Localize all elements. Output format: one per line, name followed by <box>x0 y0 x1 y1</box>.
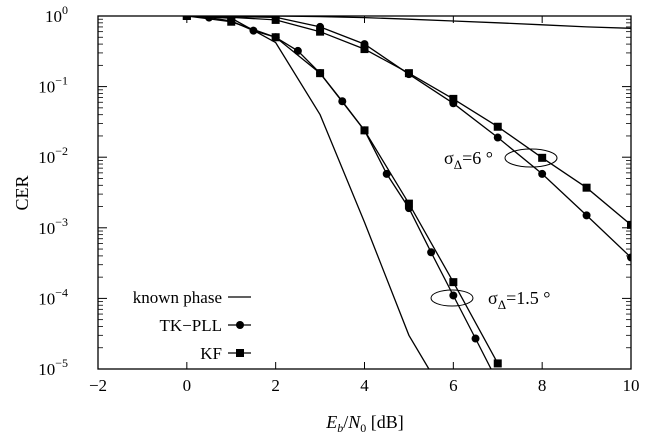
data-point-square <box>236 349 244 357</box>
legend: known phase TK−PLL KF <box>133 288 251 363</box>
data-point-circle <box>205 16 214 22</box>
y-tick-label: 10−1 <box>38 74 68 97</box>
y-tick-label: 10−4 <box>38 285 68 308</box>
y-tick-label: 10−3 <box>38 215 68 238</box>
data-point-circle <box>582 211 591 220</box>
series-line <box>186 16 499 364</box>
series-layer <box>182 16 631 386</box>
data-point-circle <box>427 248 436 257</box>
series-clip-group <box>182 16 631 386</box>
data-point-circle <box>494 378 502 386</box>
data-point-square <box>449 278 458 287</box>
series-line <box>186 16 631 29</box>
data-point-square <box>493 122 502 131</box>
series-line <box>186 16 631 258</box>
data-point-circle <box>471 334 480 343</box>
series-line <box>186 16 492 369</box>
data-point-circle <box>627 253 631 262</box>
x-tick-label: −2 <box>89 376 107 395</box>
legend-label: TK−PLL <box>160 316 222 335</box>
x-tick-label: 10 <box>623 376 640 395</box>
annotations: σΔ=6 ° σΔ=1.5 ° <box>430 148 558 312</box>
data-point-square <box>227 16 236 22</box>
data-point-square <box>271 33 280 42</box>
data-point-square <box>227 17 236 26</box>
legend-label: known phase <box>133 288 222 307</box>
x-tick-label: 0 <box>183 376 192 395</box>
data-point-square <box>360 126 369 135</box>
x-tick-label: 4 <box>360 376 369 395</box>
x-tick-label: 6 <box>449 376 458 395</box>
tick-layer: −2 0 2 4 6 8 10 100 10−1 10−2 10−3 10−4 10−5 <box>38 3 639 395</box>
annotation-label: σΔ=6 ° <box>444 148 493 172</box>
data-point-square <box>404 69 413 78</box>
y-tick-label: 10−2 <box>38 144 68 167</box>
series-line <box>186 16 430 369</box>
annotation-label: σΔ=1.5 ° <box>488 288 550 312</box>
data-point-square <box>582 183 591 192</box>
data-point-circle <box>382 169 391 178</box>
data-point-square <box>627 220 631 229</box>
y-tick-label: 100 <box>45 3 68 26</box>
data-point-square <box>493 359 502 368</box>
data-point-square <box>449 94 458 103</box>
y-axis-label: CER <box>12 175 32 210</box>
data-point-square <box>538 153 547 162</box>
y-tick-label: 10−5 <box>38 356 68 379</box>
data-point-square <box>316 27 325 36</box>
x-tick-label: 2 <box>271 376 280 395</box>
data-point-square <box>404 199 413 208</box>
series-line <box>186 16 631 226</box>
data-point-circle <box>538 169 547 178</box>
annotation-ellipse-1p5deg <box>430 289 474 307</box>
x-axis-label: Eb/N0 [dB] <box>325 412 404 435</box>
data-point-square <box>316 69 325 78</box>
data-point-circle <box>449 291 458 300</box>
data-point-circle <box>493 133 502 142</box>
x-tick-label: 8 <box>538 376 547 395</box>
annotation-ellipse-6deg <box>504 148 558 168</box>
data-point-square <box>360 45 369 54</box>
legend-label: KF <box>200 344 222 363</box>
data-point-circle <box>236 321 244 329</box>
